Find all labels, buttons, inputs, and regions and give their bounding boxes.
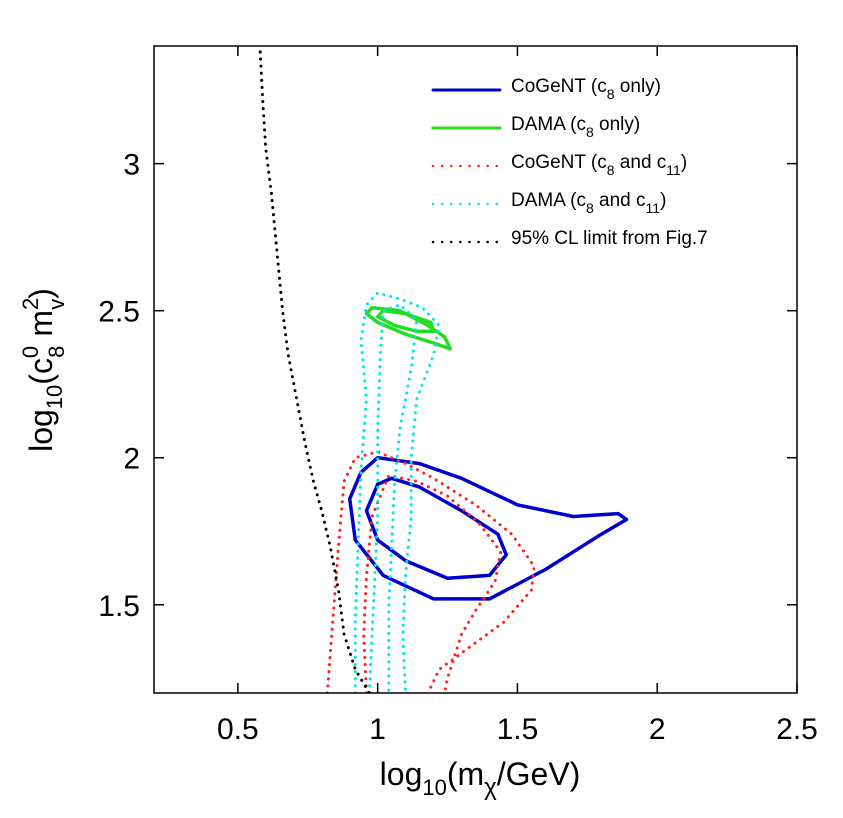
series-layer	[258, 50, 629, 693]
x-tick-label: 1.5	[497, 713, 539, 746]
legend-label-3: DAMA (c8 and c11)	[511, 190, 666, 216]
y-axis-label: log10(c08 m2v)	[18, 288, 69, 452]
y-tick-label: 2	[123, 443, 140, 476]
y-tick-label: 3	[123, 149, 140, 182]
x-tick-label: 2.5	[776, 713, 818, 746]
series-2-contour-1	[362, 473, 503, 693]
legend: CoGeNT (c8 only) DAMA (c8 only) CoGeNT (c8…	[431, 76, 708, 249]
series-0-contour-1	[364, 476, 509, 581]
x-tick-label: 1	[369, 713, 386, 746]
tick-layer: 0.5 1 1.5 2 2.5 1.5 2 2.5 3	[98, 46, 818, 746]
series-4-contour-0	[258, 50, 371, 693]
legend-label-1: DAMA (c8 only)	[511, 114, 640, 140]
series-1-contour-1	[375, 308, 436, 334]
series-2-contour-0	[325, 450, 536, 693]
legend-label-0: CoGeNT (c8 only)	[511, 76, 661, 102]
series-3-contour-0	[353, 291, 441, 693]
series-1-contour-0	[364, 305, 453, 351]
x-axis-label: log10(mχ/GeV)	[380, 756, 581, 801]
x-tick-label: 0.5	[217, 713, 259, 746]
y-tick-label: 1.5	[98, 590, 140, 623]
series-3-contour-1	[367, 303, 419, 693]
x-tick-label: 2	[649, 713, 666, 746]
legend-label-2: CoGeNT (c8 and c11)	[511, 152, 687, 178]
plot-frame	[153, 45, 798, 694]
y-tick-label: 2.5	[98, 296, 140, 329]
legend-label-4: 95% CL limit from Fig.7	[511, 228, 708, 249]
